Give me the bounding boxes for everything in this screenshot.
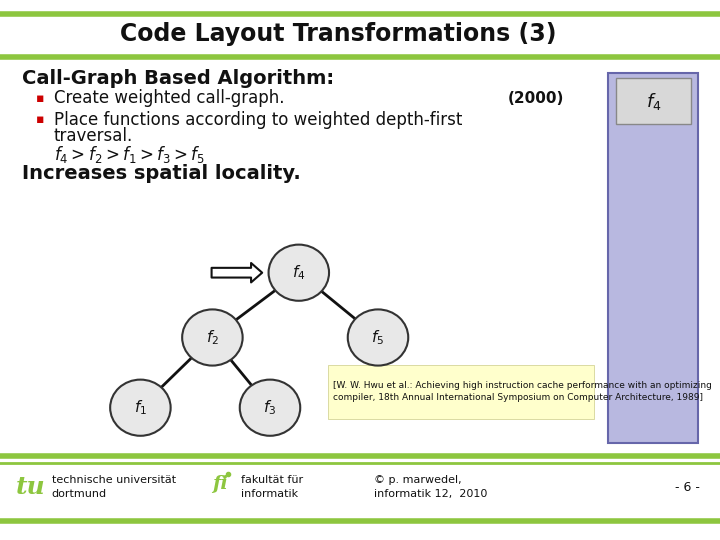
Text: informatik 12,  2010: informatik 12, 2010 [374, 489, 487, 499]
Text: fi: fi [212, 475, 228, 493]
Text: ▪: ▪ [36, 92, 45, 105]
Text: ▪: ▪ [36, 113, 45, 126]
Text: $f_2$: $f_2$ [206, 328, 219, 347]
FancyBboxPatch shape [328, 364, 594, 418]
Ellipse shape [182, 309, 243, 366]
Text: [W. W. Hwu et al.: Achieving high instruction cache performance with an optimizi: [W. W. Hwu et al.: Achieving high instru… [333, 381, 712, 402]
Text: Create weighted call-graph.: Create weighted call-graph. [54, 89, 284, 107]
Text: - 6 -: - 6 - [675, 481, 700, 494]
Ellipse shape [110, 380, 171, 436]
Text: Place functions according to weighted depth-first: Place functions according to weighted de… [54, 111, 462, 129]
Text: Code Layout Transformations (3): Code Layout Transformations (3) [120, 22, 557, 46]
Text: tu: tu [16, 475, 45, 499]
Ellipse shape [240, 380, 300, 436]
Ellipse shape [269, 245, 329, 301]
Text: $f_3$: $f_3$ [264, 399, 276, 417]
Text: informatik: informatik [241, 489, 298, 499]
Text: $f_4$: $f_4$ [292, 264, 305, 282]
Text: Increases spatial locality.: Increases spatial locality. [22, 164, 300, 184]
Text: traversal.: traversal. [54, 127, 133, 145]
Text: $f_4 > f_2 > f_1 > f_3 > f_5$: $f_4 > f_2 > f_1 > f_3 > f_5$ [54, 145, 205, 165]
Text: (2000): (2000) [508, 91, 564, 106]
FancyBboxPatch shape [608, 73, 698, 443]
Text: dortmund: dortmund [52, 489, 107, 499]
Text: © p. marwedel,: © p. marwedel, [374, 475, 462, 484]
Text: fakultät für: fakultät für [241, 475, 303, 484]
FancyBboxPatch shape [616, 78, 691, 124]
Text: $f_5$: $f_5$ [372, 328, 384, 347]
Text: $f_4$: $f_4$ [646, 91, 661, 112]
Ellipse shape [348, 309, 408, 366]
Text: Call-Graph Based Algorithm:: Call-Graph Based Algorithm: [22, 69, 334, 88]
Text: $f_1$: $f_1$ [134, 399, 147, 417]
FancyArrowPatch shape [212, 263, 262, 282]
Text: technische universität: technische universität [52, 475, 176, 484]
